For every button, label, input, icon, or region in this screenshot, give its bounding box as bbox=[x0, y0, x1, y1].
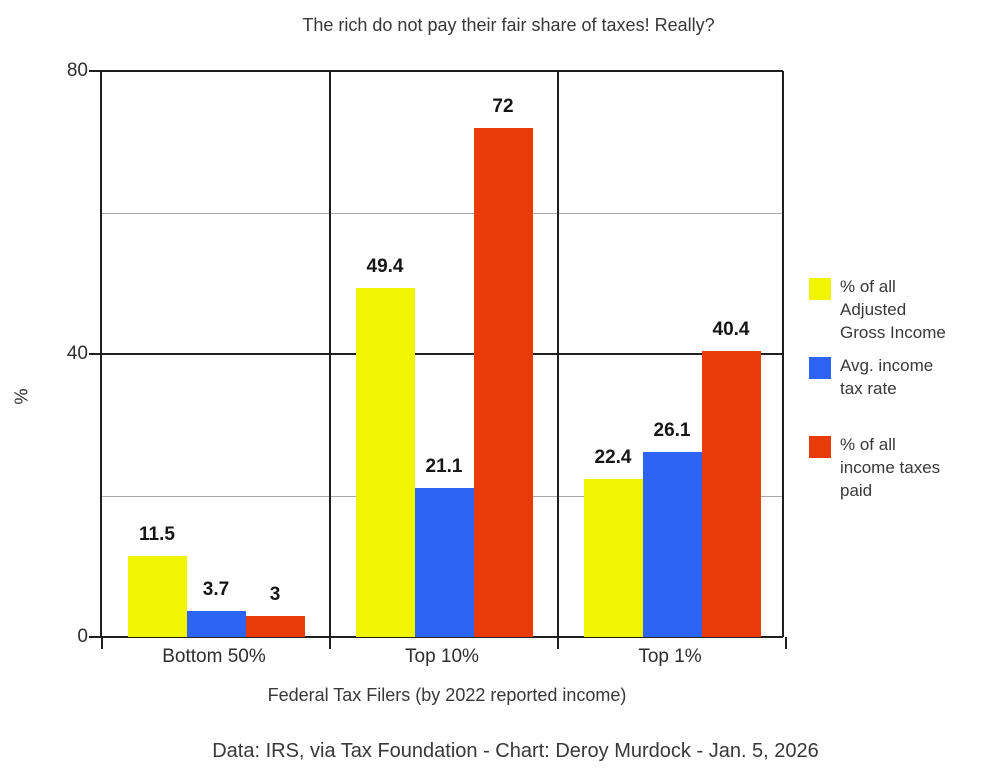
bar bbox=[583, 478, 643, 637]
legend-swatch bbox=[809, 357, 831, 379]
gridline-minor bbox=[102, 212, 782, 214]
x-axis-title: Federal Tax Filers (by 2022 reported inc… bbox=[267, 685, 627, 705]
legend-label: Avg. income tax rate bbox=[840, 356, 934, 398]
legend-label: % of all Adjusted Gross Income bbox=[840, 277, 946, 342]
x-axis-tick bbox=[329, 637, 331, 649]
y-axis-label: % bbox=[11, 388, 32, 405]
bar bbox=[355, 287, 415, 637]
bar-value-label: 22.4 bbox=[594, 446, 632, 468]
gridline-major bbox=[101, 353, 783, 355]
y-axis-tick bbox=[89, 70, 102, 72]
bar-value-label: 26.1 bbox=[653, 420, 691, 442]
chart-title: The rich do not pay their fair share of … bbox=[302, 15, 715, 35]
bar bbox=[186, 610, 246, 637]
bar-value-label: 3.7 bbox=[202, 578, 230, 600]
x-category-label: Bottom 50% bbox=[162, 646, 266, 667]
bar bbox=[701, 351, 761, 637]
footer-credit: Data: IRS, via Tax Foundation - Chart: D… bbox=[212, 740, 819, 762]
x-category-label: Top 10% bbox=[405, 646, 479, 667]
bar bbox=[473, 127, 533, 637]
gridline-major bbox=[101, 70, 783, 72]
x-axis-tick bbox=[101, 637, 103, 649]
legend-label: % of all income taxes paid bbox=[840, 435, 941, 500]
bar-value-label: 72 bbox=[492, 95, 514, 117]
bar bbox=[127, 555, 187, 637]
y-axis-tick bbox=[89, 353, 102, 355]
bar bbox=[414, 487, 474, 637]
bar-value-label: 11.5 bbox=[139, 523, 175, 545]
bar-value-label: 3 bbox=[269, 583, 281, 605]
y-tick-label: 0 bbox=[77, 626, 88, 647]
x-category-label: Top 1% bbox=[638, 646, 702, 667]
y-tick-label: 40 bbox=[66, 343, 88, 364]
bar-value-label: 49.4 bbox=[366, 255, 404, 277]
gridline-major bbox=[101, 636, 783, 638]
category-separator bbox=[329, 71, 331, 637]
plot-area: 11.5 3.7 3 49.4 21.1 72 22.4 26.1 40.4 bbox=[89, 70, 787, 649]
y-axis-tick bbox=[89, 636, 102, 638]
x-axis-tick bbox=[785, 637, 787, 649]
legend-swatch bbox=[809, 278, 831, 300]
legend-swatch bbox=[809, 436, 831, 458]
bar bbox=[642, 452, 702, 637]
x-axis-tick bbox=[557, 637, 559, 649]
bar-value-label: 21.1 bbox=[425, 455, 463, 477]
category-separator bbox=[557, 71, 559, 637]
y-tick-label: 80 bbox=[66, 60, 88, 81]
bar bbox=[245, 615, 305, 637]
bar-value-label: 40.4 bbox=[712, 319, 750, 341]
